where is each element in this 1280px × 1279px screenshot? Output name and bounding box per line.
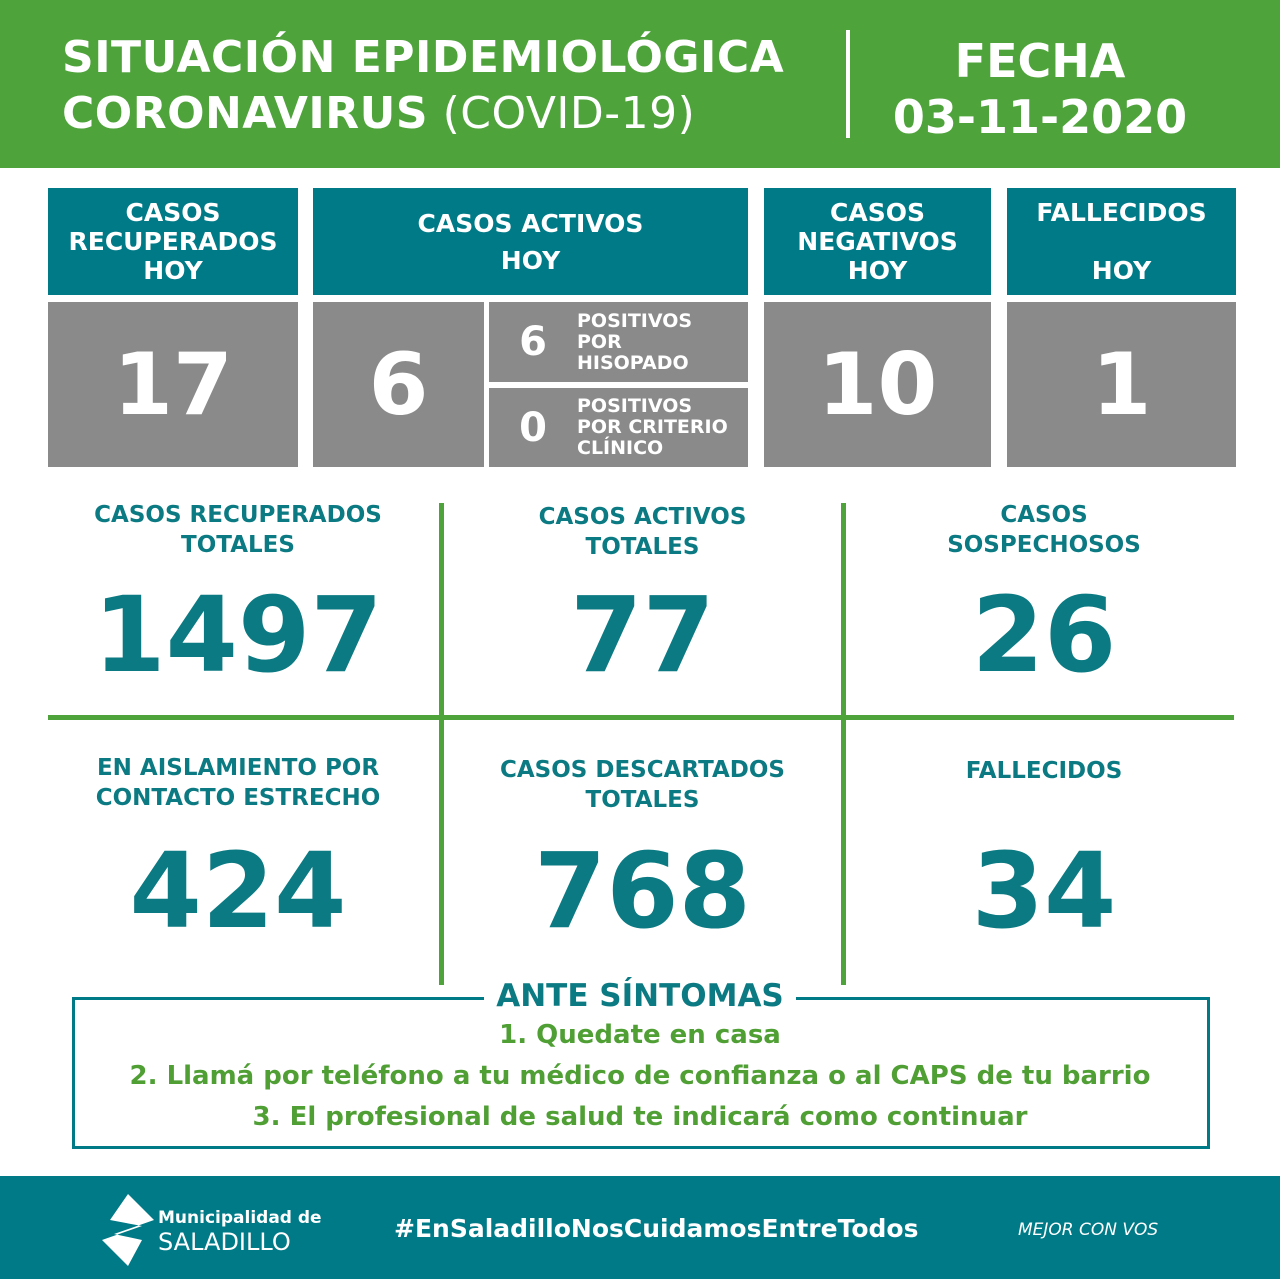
activos-hoy-value: 6: [313, 302, 484, 467]
divider: [846, 30, 850, 138]
header: SITUACIÓN EPIDEMIOLÓGICA CORONAVIRUS (CO…: [0, 0, 1280, 168]
slogan: MEJOR CON VOS: [1018, 1220, 1159, 1240]
recuperados-hoy-header: CASOS RECUPERADOS HOY: [48, 188, 298, 295]
hisopado-box: 6 POSITIVOS POR HISOPADO: [489, 302, 748, 382]
total-value: 768: [533, 830, 752, 952]
grid-line-v2: [841, 503, 846, 985]
hisopado-label: POSITIVOS POR HISOPADO: [577, 309, 693, 374]
criterio-label: POSITIVOS POR CRITERIO CLÍNICO: [577, 395, 728, 459]
saladillo-logo-icon: [102, 1194, 154, 1266]
title-line2: CORONAVIRUS (COVID-19): [62, 88, 695, 139]
date-label: FECHA: [954, 34, 1126, 88]
criterio-box: 0 POSITIVOS POR CRITERIO CLÍNICO: [489, 388, 748, 467]
symptom-item: 2. Llamá por teléfono a tu médico de con…: [129, 1061, 1151, 1091]
total-label: CASOS DESCARTADOS TOTALES: [499, 757, 785, 813]
fallecidos-hoy-header: FALLECIDOS HOY: [1007, 188, 1236, 295]
recuperados-hoy-value: 17: [48, 302, 298, 467]
footer: Municipalidad de SALADILLO #EnSaladilloN…: [0, 1176, 1280, 1279]
date-value: 03-11-2020: [892, 90, 1188, 144]
title-bold: CORONAVIRUS: [62, 88, 429, 139]
total-value: 424: [129, 830, 347, 952]
activos-hoy-header: CASOS ACTIVOS HOY: [313, 188, 748, 295]
total-label: FALLECIDOS: [965, 758, 1123, 784]
criterio-value: 0: [519, 404, 547, 451]
grid-line-v1: [439, 503, 444, 985]
symptom-item: 1. Quedate en casa: [499, 1020, 781, 1050]
total-value: 34: [971, 830, 1117, 952]
hashtag: #EnSaladilloNosCuidamosEntreTodos: [394, 1214, 919, 1243]
title-line1: SITUACIÓN EPIDEMIOLÓGICA: [62, 32, 785, 83]
total-label: CASOS RECUPERADOS TOTALES: [94, 502, 382, 558]
total-value: 1497: [93, 574, 383, 696]
logo-line2: SALADILLO: [158, 1228, 291, 1256]
negativos-hoy-value: 10: [764, 302, 991, 467]
logo-line1: Municipalidad de: [158, 1208, 322, 1228]
symptom-item: 3. El profesional de salud te indicará c…: [252, 1102, 1028, 1132]
total-label: CASOS SOSPECHOSOS: [947, 502, 1141, 558]
title-thin: (COVID-19): [428, 88, 696, 139]
total-label: CASOS ACTIVOS TOTALES: [538, 504, 747, 560]
symptoms-title-text: ANTE SÍNTOMAS: [484, 978, 796, 1014]
grid-line-h: [48, 715, 1234, 720]
fallecidos-hoy-value: 1: [1007, 302, 1236, 467]
total-value: 26: [971, 574, 1117, 696]
symptoms-title: ANTE SÍNTOMAS: [0, 978, 1280, 1014]
negativos-hoy-header: CASOS NEGATIVOS HOY: [764, 188, 991, 295]
total-value: 77: [570, 574, 715, 696]
total-label: EN AISLAMIENTO POR CONTACTO ESTRECHO: [95, 755, 381, 811]
hisopado-value: 6: [519, 319, 547, 365]
